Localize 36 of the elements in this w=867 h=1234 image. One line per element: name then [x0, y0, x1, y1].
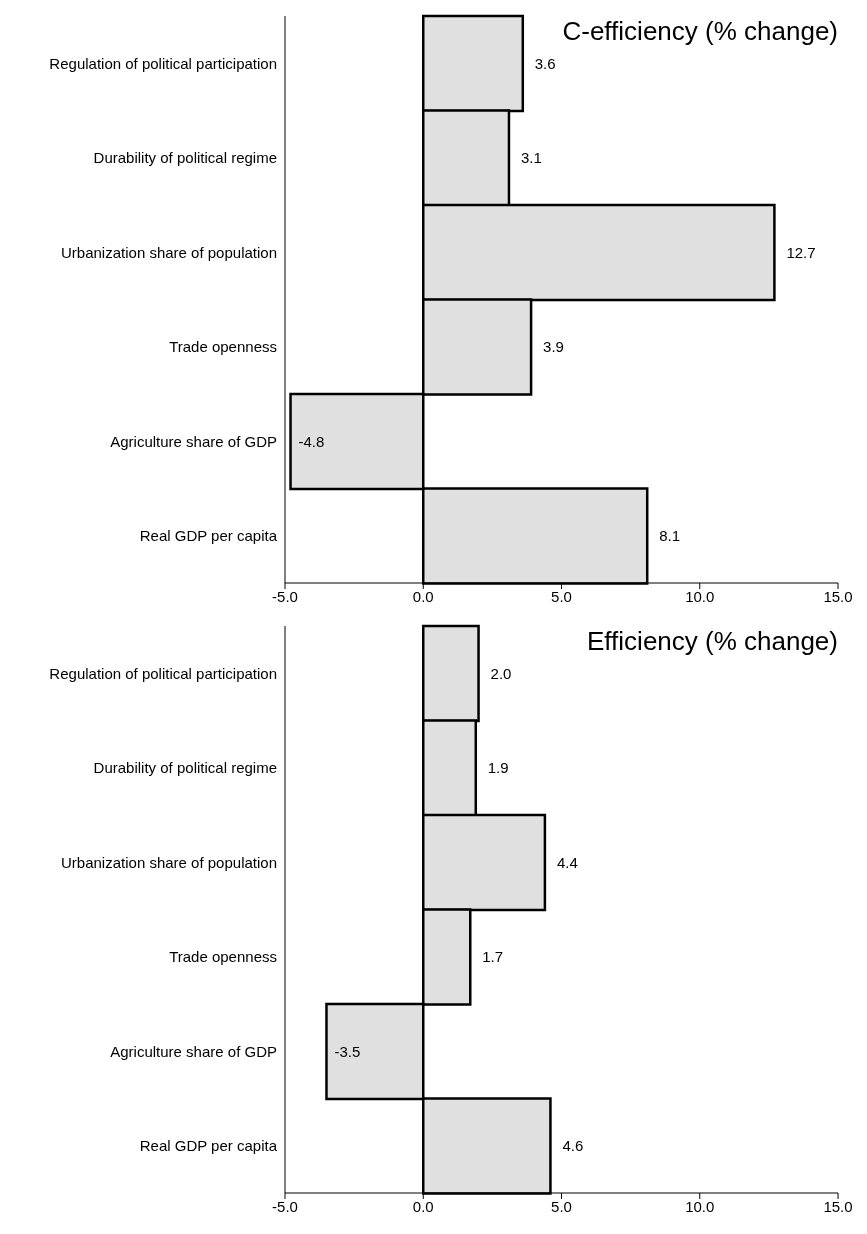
- data-label: 1.7: [482, 948, 504, 966]
- data-label: 12.7: [786, 243, 816, 261]
- data-label: 3.1: [520, 149, 542, 167]
- y-tick-label: Agriculture share of GDP: [110, 432, 277, 450]
- x-tick-label: 15.0: [823, 1197, 853, 1215]
- x-tick-label: -5.0: [272, 1197, 298, 1215]
- x-tick-label: 0.0: [412, 1197, 434, 1215]
- y-tick-label: Trade openness: [169, 338, 277, 356]
- x-tick-label: 0.0: [412, 587, 434, 605]
- x-tick-label: 15.0: [823, 587, 853, 605]
- y-tick-label: Durability of political regime: [93, 759, 277, 777]
- x-tick-label: 10.0: [685, 1197, 715, 1215]
- y-tick-label: Trade openness: [169, 948, 277, 966]
- y-tick-label: Urbanization share of population: [61, 853, 277, 871]
- x-tick-label: -5.0: [272, 587, 298, 605]
- y-tick-label: Durability of political regime: [93, 149, 277, 167]
- data-label: 1.9: [487, 759, 509, 777]
- x-tick-label: 5.0: [551, 587, 572, 605]
- data-label: -4.8: [298, 432, 325, 450]
- chart-title: C-efficiency (% change): [562, 16, 838, 47]
- y-tick-label: Regulation of political participation: [49, 664, 277, 682]
- data-label: 3.9: [543, 338, 564, 356]
- x-tick-label: 5.0: [551, 1197, 572, 1215]
- chart-title: Efficiency (% change): [587, 626, 838, 657]
- y-tick-label: Agriculture share of GDP: [110, 1042, 277, 1060]
- data-label: 3.6: [534, 54, 556, 72]
- x-tick-label: 10.0: [685, 587, 715, 605]
- data-label: 4.6: [562, 1137, 584, 1155]
- data-label: 2.0: [490, 664, 512, 682]
- y-tick-label: Urbanization share of population: [61, 243, 277, 261]
- y-tick-label: Regulation of political participation: [49, 54, 277, 72]
- data-label: -3.5: [334, 1042, 361, 1060]
- data-label: 4.4: [556, 853, 578, 871]
- y-tick-label: Real GDP per capita: [139, 527, 278, 545]
- data-label: 8.1: [659, 527, 681, 545]
- y-tick-label: Real GDP per capita: [139, 1137, 278, 1155]
